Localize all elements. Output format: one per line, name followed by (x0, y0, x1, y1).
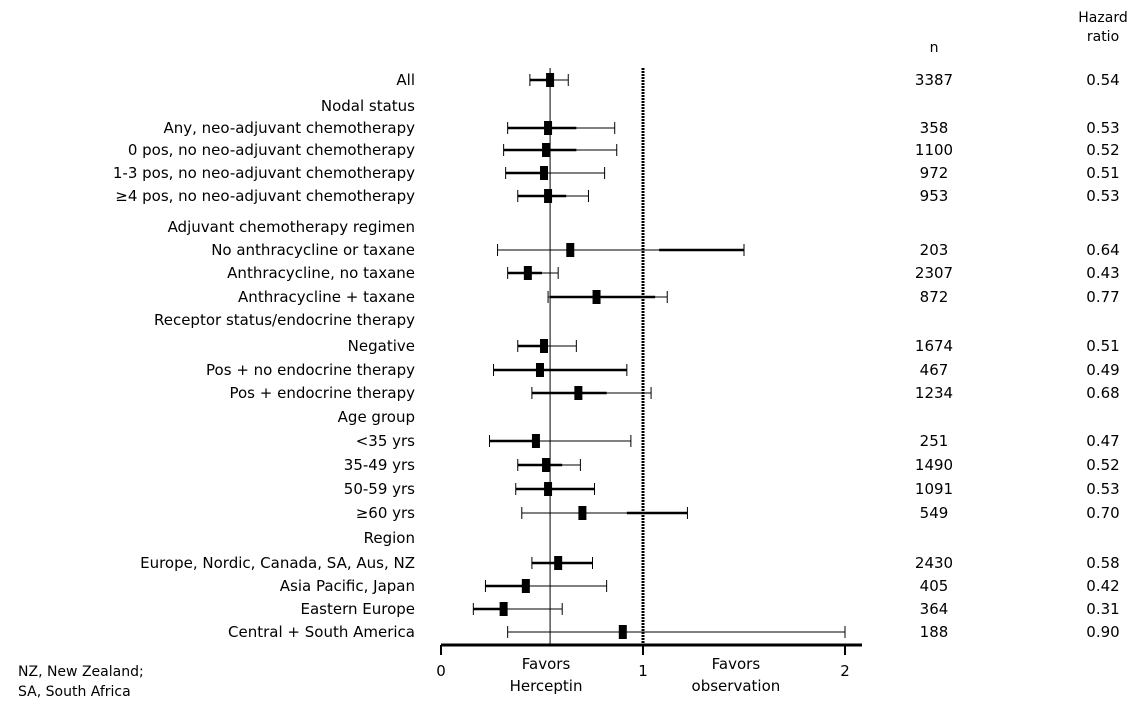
hazard-ratio-header-line2: ratio (1087, 29, 1119, 45)
footnote-line-1: NZ, New Zealand; (18, 664, 144, 680)
hazard-ratio-value: 0.53 (1086, 119, 1119, 137)
point-estimate (566, 243, 575, 257)
point-estimate (531, 434, 540, 448)
row-label: Anthracycline + taxane (238, 288, 415, 306)
row-label: 1-3 pos, no neo-adjuvant chemotherapy (113, 164, 415, 182)
axis-caption-line1: Favors (712, 655, 761, 673)
row-label: 35-49 yrs (344, 456, 415, 474)
point-estimate (535, 363, 544, 377)
row-label: ≥4 pos, no neo-adjuvant chemotherapy (115, 187, 415, 205)
hazard-ratio-value: 0.54 (1086, 71, 1119, 89)
n-value: 549 (920, 504, 949, 522)
point-estimate (542, 458, 551, 472)
hazard-ratio-value: 0.77 (1086, 288, 1119, 306)
axis-caption-line2: Herceptin (510, 677, 583, 695)
x-axis: 0 1 2 Favors Herceptin Favors observation (436, 643, 862, 695)
row-label: Asia Pacific, Japan (280, 577, 415, 595)
n-value: 953 (920, 187, 949, 205)
n-value: 1674 (915, 337, 953, 355)
n-value: 1490 (915, 456, 953, 474)
n-header: n (930, 40, 939, 56)
n-value: 1234 (915, 384, 953, 402)
row-label: Eastern Europe (300, 600, 415, 618)
x-tick-label: 1 (638, 662, 648, 680)
point-estimate (544, 482, 553, 496)
point-estimate (499, 602, 508, 616)
n-value: 364 (920, 600, 949, 618)
point-estimate (618, 625, 627, 639)
point-estimate (574, 386, 583, 400)
axis-caption-line2: observation (692, 677, 781, 695)
point-estimate (554, 556, 563, 570)
point-estimate (540, 339, 549, 353)
n-value: 467 (920, 361, 949, 379)
hazard-ratio-value: 0.47 (1086, 432, 1119, 450)
hazard-ratio-value: 0.49 (1086, 361, 1119, 379)
footnote-line-2: SA, South Africa (18, 684, 131, 700)
row-label: Central + South America (228, 623, 415, 641)
n-value: 3387 (915, 71, 953, 89)
n-value: 1091 (915, 480, 953, 498)
axis-caption-line1: Favors (522, 655, 571, 673)
row-label: Negative (348, 337, 415, 355)
hazard-ratio-value: 0.31 (1086, 600, 1119, 618)
n-value: 188 (920, 623, 949, 641)
hazard-ratio-header-line1: Hazard (1078, 10, 1127, 26)
row-group-heading: Nodal status (321, 97, 415, 115)
row-label: Europe, Nordic, Canada, SA, Aus, NZ (140, 554, 415, 572)
hazard-ratio-value: 0.58 (1086, 554, 1119, 572)
row-group-heading: Adjuvant chemotherapy regimen (168, 218, 415, 236)
forest-rows: All 3387 0.54 Nodal status Any, neo-adjuvant… (113, 68, 1120, 645)
hazard-ratio-value: 0.51 (1086, 164, 1119, 182)
hazard-ratio-value: 0.53 (1086, 480, 1119, 498)
n-value: 2307 (915, 264, 953, 282)
row-label: Anthracycline, no taxane (227, 264, 415, 282)
hazard-ratio-value: 0.51 (1086, 337, 1119, 355)
row-label: Pos + endocrine therapy (229, 384, 415, 402)
hazard-ratio-value: 0.52 (1086, 456, 1119, 474)
x-tick-label: 0 (436, 662, 446, 680)
hazard-ratio-value: 0.64 (1086, 241, 1119, 259)
hazard-ratio-value: 0.90 (1086, 623, 1119, 641)
hazard-ratio-value: 0.53 (1086, 187, 1119, 205)
point-estimate (523, 266, 532, 280)
row-label: 50-59 yrs (344, 480, 415, 498)
n-value: 2430 (915, 554, 953, 572)
row-group-heading: Age group (338, 408, 415, 426)
n-value: 251 (920, 432, 949, 450)
row-label: ≥60 yrs (356, 504, 415, 522)
row-label: All (396, 71, 415, 89)
n-value: 203 (920, 241, 949, 259)
x-tick-label: 2 (840, 662, 850, 680)
point-estimate (521, 579, 530, 593)
hazard-ratio-value: 0.42 (1086, 577, 1119, 595)
row-group-heading: Receptor status/endocrine therapy (154, 311, 415, 329)
n-value: 1100 (915, 141, 953, 159)
point-estimate (544, 189, 553, 203)
point-estimate (544, 121, 553, 135)
point-estimate (542, 143, 551, 157)
n-value: 358 (920, 119, 949, 137)
hazard-ratio-value: 0.43 (1086, 264, 1119, 282)
n-value: 872 (920, 288, 949, 306)
point-estimate (540, 166, 549, 180)
row-label: Any, neo-adjuvant chemotherapy (163, 119, 415, 137)
row-label: 0 pos, no neo-adjuvant chemotherapy (128, 141, 415, 159)
point-estimate (546, 73, 555, 87)
point-estimate (592, 290, 601, 304)
n-value: 405 (920, 577, 949, 595)
hazard-ratio-value: 0.52 (1086, 141, 1119, 159)
hazard-ratio-value: 0.70 (1086, 504, 1119, 522)
row-label: Pos + no endocrine therapy (206, 361, 415, 379)
row-group-heading: Region (364, 529, 415, 547)
hazard-ratio-value: 0.68 (1086, 384, 1119, 402)
row-label: <35 yrs (356, 432, 415, 450)
point-estimate (578, 506, 587, 520)
n-value: 972 (920, 164, 949, 182)
row-label: No anthracycline or taxane (211, 241, 415, 259)
